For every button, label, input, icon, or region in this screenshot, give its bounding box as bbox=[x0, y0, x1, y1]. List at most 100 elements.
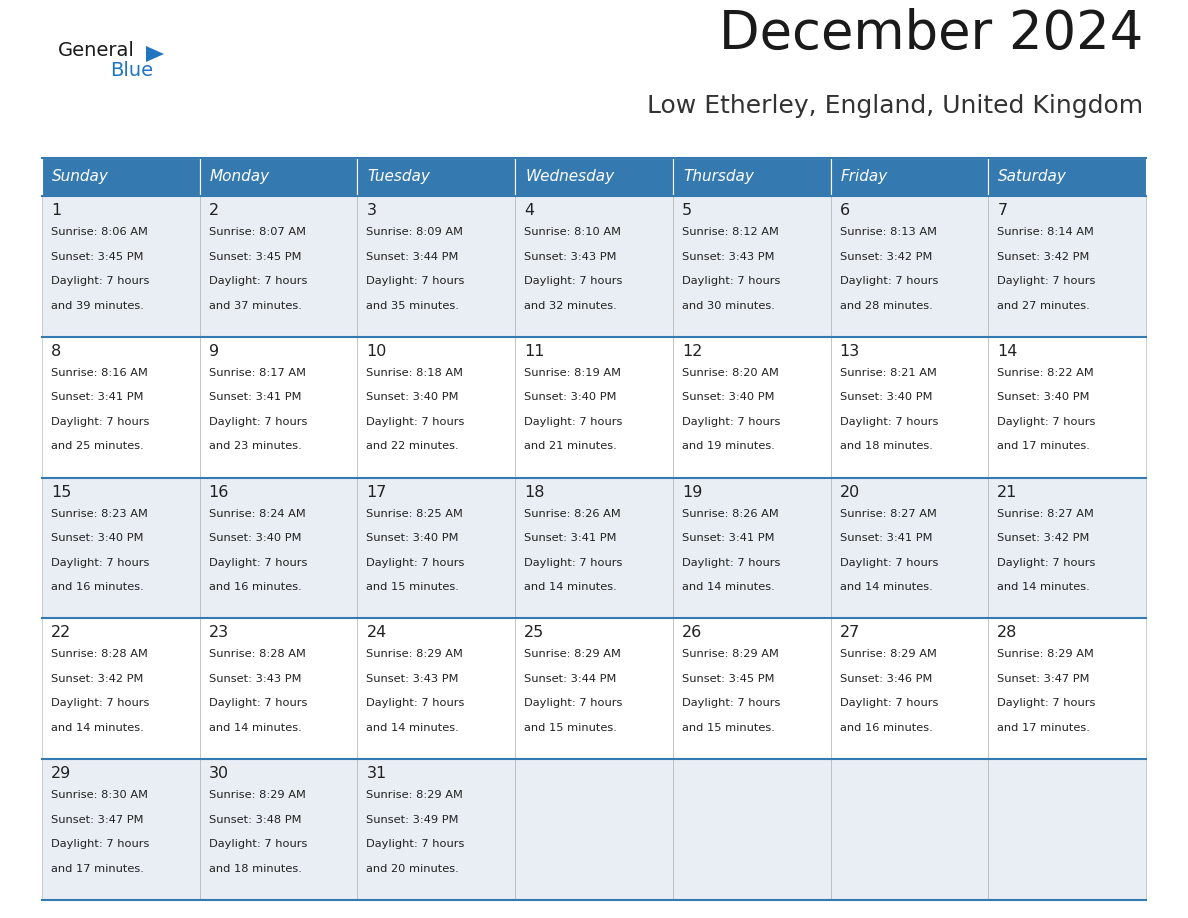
Text: Daylight: 7 hours: Daylight: 7 hours bbox=[51, 839, 150, 849]
Text: Daylight: 7 hours: Daylight: 7 hours bbox=[51, 417, 150, 427]
Text: Sunrise: 8:18 AM: Sunrise: 8:18 AM bbox=[366, 368, 463, 378]
Text: and 25 minutes.: and 25 minutes. bbox=[51, 442, 144, 452]
Text: Sunset: 3:42 PM: Sunset: 3:42 PM bbox=[840, 252, 931, 262]
Bar bbox=[358, 337, 516, 477]
Bar bbox=[672, 477, 830, 619]
Text: Sunrise: 8:26 AM: Sunrise: 8:26 AM bbox=[524, 509, 621, 519]
Text: Sunday: Sunday bbox=[52, 170, 109, 185]
Text: 19: 19 bbox=[682, 485, 702, 499]
Bar bbox=[516, 619, 672, 759]
Text: and 18 minutes.: and 18 minutes. bbox=[209, 864, 302, 874]
Text: 28: 28 bbox=[997, 625, 1018, 641]
Bar bbox=[200, 619, 358, 759]
Bar bbox=[516, 477, 672, 619]
Text: 17: 17 bbox=[366, 485, 387, 499]
Text: 24: 24 bbox=[366, 625, 386, 641]
Text: and 14 minutes.: and 14 minutes. bbox=[209, 723, 302, 733]
Text: Daylight: 7 hours: Daylight: 7 hours bbox=[366, 699, 465, 709]
Text: Sunrise: 8:26 AM: Sunrise: 8:26 AM bbox=[682, 509, 778, 519]
Text: and 27 minutes.: and 27 minutes. bbox=[997, 300, 1091, 310]
Text: 16: 16 bbox=[209, 485, 229, 499]
Text: and 16 minutes.: and 16 minutes. bbox=[209, 582, 302, 592]
Text: 30: 30 bbox=[209, 767, 229, 781]
Text: and 37 minutes.: and 37 minutes. bbox=[209, 300, 302, 310]
Text: Daylight: 7 hours: Daylight: 7 hours bbox=[997, 557, 1095, 567]
Text: and 14 minutes.: and 14 minutes. bbox=[366, 723, 460, 733]
Text: 1: 1 bbox=[51, 203, 62, 218]
Text: December 2024: December 2024 bbox=[719, 8, 1143, 60]
Text: and 14 minutes.: and 14 minutes. bbox=[682, 582, 775, 592]
Bar bbox=[42, 619, 200, 759]
Text: Sunrise: 8:12 AM: Sunrise: 8:12 AM bbox=[682, 227, 778, 237]
Text: and 17 minutes.: and 17 minutes. bbox=[51, 864, 144, 874]
Text: Sunset: 3:43 PM: Sunset: 3:43 PM bbox=[682, 252, 775, 262]
Text: 13: 13 bbox=[840, 344, 860, 359]
Bar bbox=[200, 196, 358, 337]
Text: Sunset: 3:44 PM: Sunset: 3:44 PM bbox=[366, 252, 459, 262]
Text: Daylight: 7 hours: Daylight: 7 hours bbox=[840, 417, 939, 427]
Bar bbox=[516, 759, 672, 900]
Text: Daylight: 7 hours: Daylight: 7 hours bbox=[682, 699, 781, 709]
Text: Sunset: 3:41 PM: Sunset: 3:41 PM bbox=[51, 392, 144, 402]
Text: and 14 minutes.: and 14 minutes. bbox=[997, 582, 1091, 592]
Bar bbox=[516, 158, 672, 196]
Text: 29: 29 bbox=[51, 767, 71, 781]
Text: Sunrise: 8:29 AM: Sunrise: 8:29 AM bbox=[366, 790, 463, 800]
Text: Daylight: 7 hours: Daylight: 7 hours bbox=[682, 417, 781, 427]
Text: 10: 10 bbox=[366, 344, 387, 359]
Text: Friday: Friday bbox=[841, 170, 887, 185]
Bar bbox=[830, 759, 988, 900]
Text: and 18 minutes.: and 18 minutes. bbox=[840, 442, 933, 452]
Text: Daylight: 7 hours: Daylight: 7 hours bbox=[840, 557, 939, 567]
Text: and 17 minutes.: and 17 minutes. bbox=[997, 442, 1091, 452]
Text: 9: 9 bbox=[209, 344, 219, 359]
Text: Sunset: 3:40 PM: Sunset: 3:40 PM bbox=[51, 533, 144, 543]
Text: Sunrise: 8:20 AM: Sunrise: 8:20 AM bbox=[682, 368, 778, 378]
Text: Sunset: 3:49 PM: Sunset: 3:49 PM bbox=[366, 814, 459, 824]
Text: and 15 minutes.: and 15 minutes. bbox=[366, 582, 460, 592]
Text: 27: 27 bbox=[840, 625, 860, 641]
Text: Daylight: 7 hours: Daylight: 7 hours bbox=[209, 276, 307, 286]
Text: Sunrise: 8:25 AM: Sunrise: 8:25 AM bbox=[366, 509, 463, 519]
Text: 22: 22 bbox=[51, 625, 71, 641]
Bar bbox=[200, 759, 358, 900]
Text: Daylight: 7 hours: Daylight: 7 hours bbox=[366, 839, 465, 849]
Text: Sunrise: 8:10 AM: Sunrise: 8:10 AM bbox=[524, 227, 621, 237]
Text: Daylight: 7 hours: Daylight: 7 hours bbox=[209, 699, 307, 709]
Text: and 28 minutes.: and 28 minutes. bbox=[840, 300, 933, 310]
Text: and 19 minutes.: and 19 minutes. bbox=[682, 442, 775, 452]
Text: Low Etherley, England, United Kingdom: Low Etherley, England, United Kingdom bbox=[647, 94, 1143, 118]
Text: Sunset: 3:45 PM: Sunset: 3:45 PM bbox=[682, 674, 775, 684]
Text: and 14 minutes.: and 14 minutes. bbox=[524, 582, 617, 592]
Text: and 17 minutes.: and 17 minutes. bbox=[997, 723, 1091, 733]
Bar bbox=[358, 196, 516, 337]
Text: 7: 7 bbox=[997, 203, 1007, 218]
Text: Sunrise: 8:27 AM: Sunrise: 8:27 AM bbox=[997, 509, 1094, 519]
Bar bbox=[42, 158, 200, 196]
Text: Sunrise: 8:19 AM: Sunrise: 8:19 AM bbox=[524, 368, 621, 378]
Bar bbox=[830, 196, 988, 337]
Bar bbox=[358, 619, 516, 759]
Text: Sunrise: 8:24 AM: Sunrise: 8:24 AM bbox=[209, 509, 305, 519]
Text: Sunset: 3:44 PM: Sunset: 3:44 PM bbox=[524, 674, 617, 684]
Text: 23: 23 bbox=[209, 625, 229, 641]
Text: Sunset: 3:41 PM: Sunset: 3:41 PM bbox=[682, 533, 775, 543]
Bar bbox=[830, 158, 988, 196]
Text: Daylight: 7 hours: Daylight: 7 hours bbox=[840, 276, 939, 286]
Text: Sunrise: 8:28 AM: Sunrise: 8:28 AM bbox=[209, 649, 305, 659]
Text: 15: 15 bbox=[51, 485, 71, 499]
Text: Daylight: 7 hours: Daylight: 7 hours bbox=[997, 276, 1095, 286]
Text: and 21 minutes.: and 21 minutes. bbox=[524, 442, 617, 452]
Text: Sunrise: 8:29 AM: Sunrise: 8:29 AM bbox=[997, 649, 1094, 659]
Text: Daylight: 7 hours: Daylight: 7 hours bbox=[682, 276, 781, 286]
Text: 25: 25 bbox=[524, 625, 544, 641]
Text: 18: 18 bbox=[524, 485, 544, 499]
Text: Daylight: 7 hours: Daylight: 7 hours bbox=[209, 839, 307, 849]
Text: and 16 minutes.: and 16 minutes. bbox=[51, 582, 144, 592]
Text: and 15 minutes.: and 15 minutes. bbox=[682, 723, 775, 733]
Text: Sunset: 3:41 PM: Sunset: 3:41 PM bbox=[209, 392, 302, 402]
Text: Sunset: 3:45 PM: Sunset: 3:45 PM bbox=[51, 252, 144, 262]
Text: Sunset: 3:42 PM: Sunset: 3:42 PM bbox=[997, 533, 1089, 543]
Text: Daylight: 7 hours: Daylight: 7 hours bbox=[51, 699, 150, 709]
Text: Daylight: 7 hours: Daylight: 7 hours bbox=[209, 417, 307, 427]
